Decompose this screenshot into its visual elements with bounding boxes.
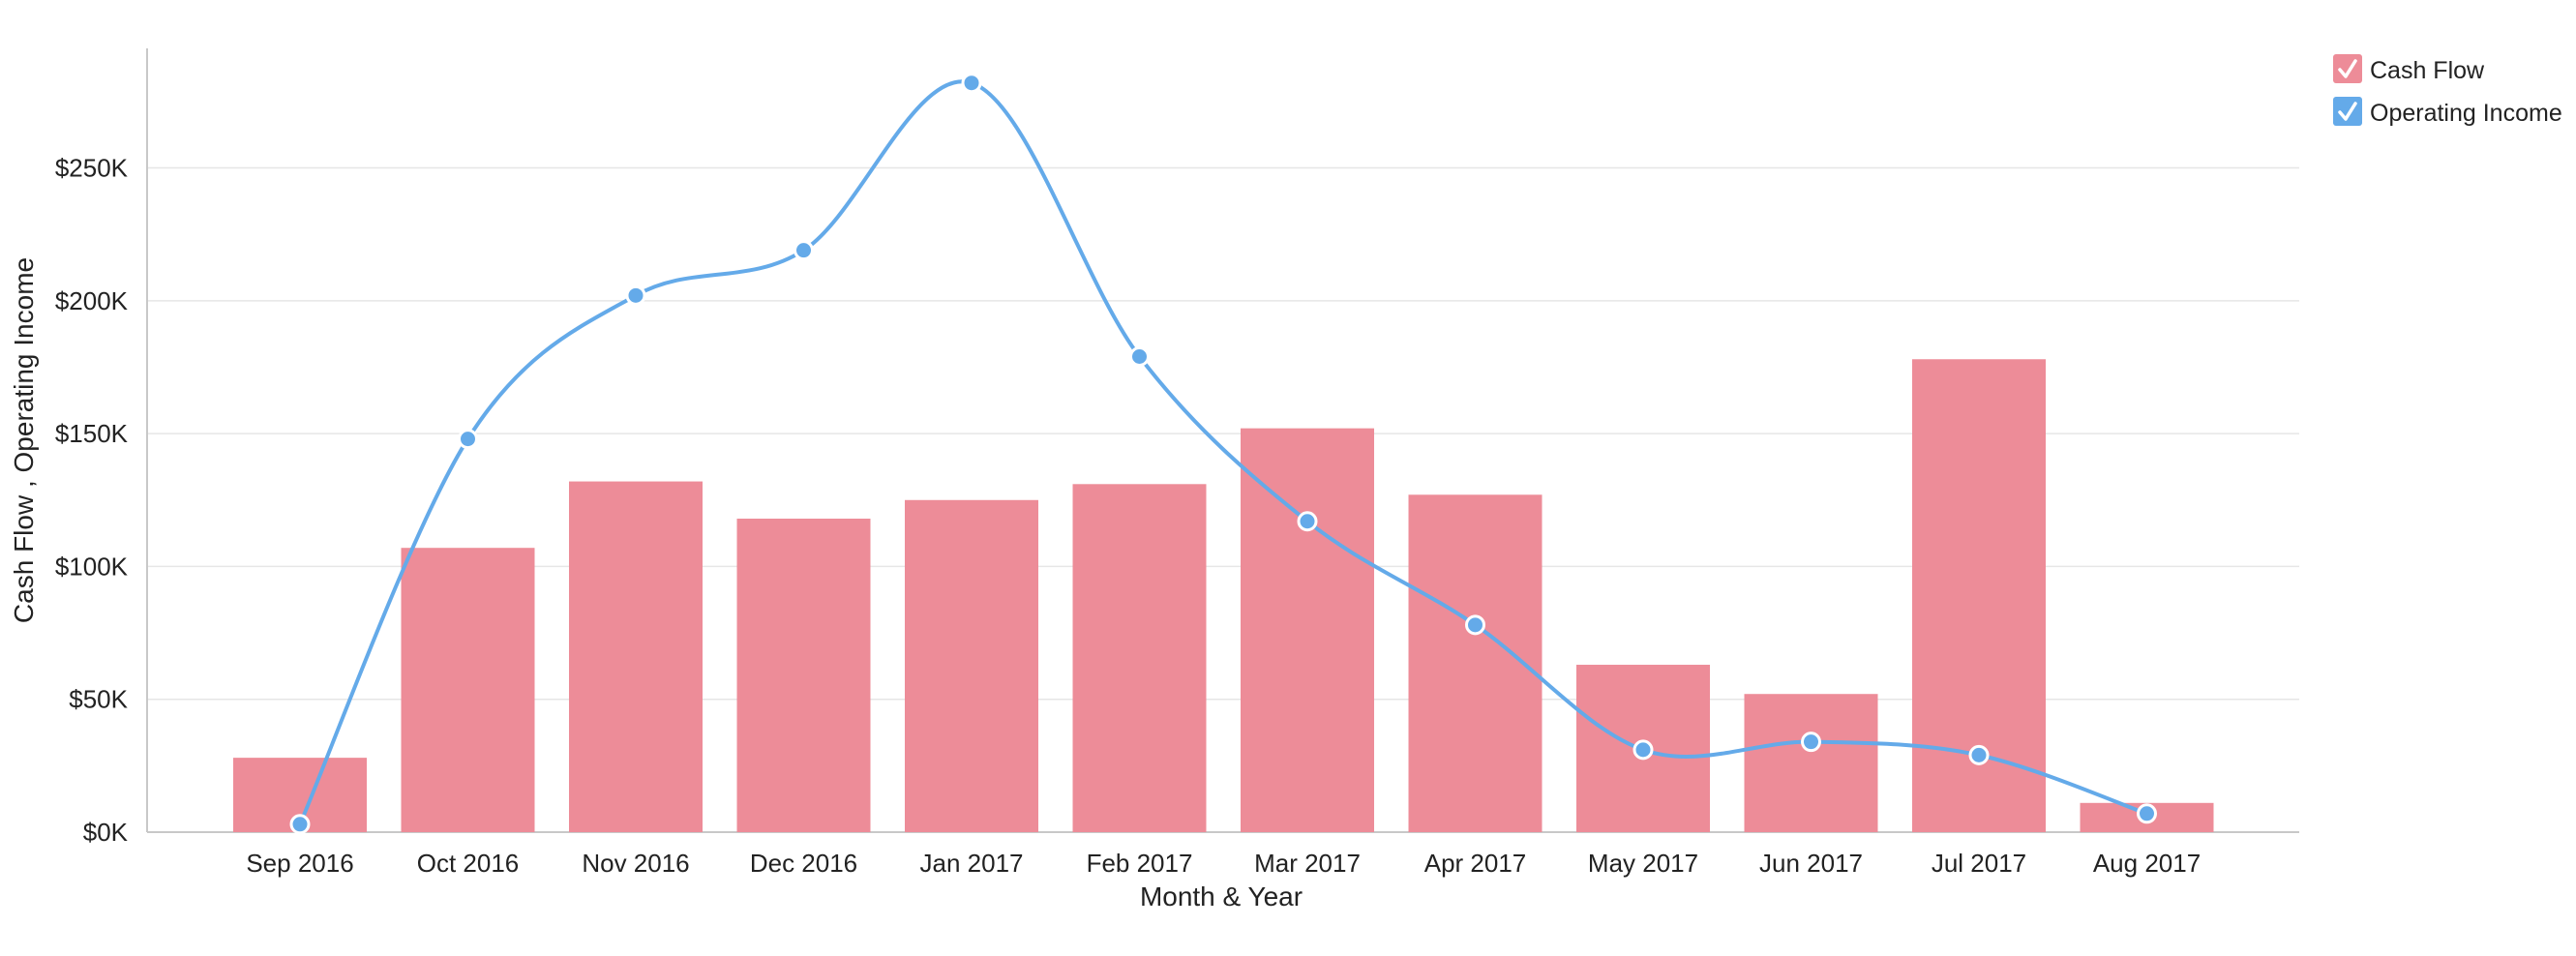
legend-swatch (2333, 97, 2362, 126)
x-tick-label: Apr 2017 (1424, 849, 1527, 878)
bar-oct-2016 (401, 548, 535, 832)
point-feb-2017 (1129, 346, 1150, 368)
x-tick-label: Jan 2017 (920, 849, 1024, 878)
point-dec-2016 (794, 240, 814, 261)
y-axis-title: Cash Flow , Operating Income (9, 257, 39, 623)
y-tick-label: $100K (55, 552, 129, 581)
y-tick-label: $150K (55, 419, 129, 448)
x-tick-label: Jun 2017 (1759, 849, 1863, 878)
point-apr-2017 (1465, 614, 1485, 636)
y-tick-label: $200K (55, 286, 129, 315)
bar-nov-2016 (569, 481, 703, 832)
y-tick-label: $0K (83, 818, 129, 847)
x-tick-label: Nov 2016 (582, 849, 689, 878)
x-tick-label: May 2017 (1588, 849, 1698, 878)
point-nov-2016 (625, 284, 646, 306)
point-sep-2016 (289, 814, 311, 835)
x-tick-label: Dec 2016 (750, 849, 857, 878)
cash-flow-bars (233, 359, 2214, 832)
point-aug-2017 (2137, 803, 2157, 824)
x-tick-label: Jul 2017 (1932, 849, 2026, 878)
point-mar-2017 (1297, 511, 1318, 532)
legend-item-cash-flow: Cash Flow (2333, 54, 2485, 84)
x-tick-label: Aug 2017 (2093, 849, 2201, 878)
x-tick-label: Sep 2016 (246, 849, 353, 878)
tick-labels: $0K $50K $100K $150K $200K $250K Sep 2016 Oct 2… (55, 154, 2201, 878)
x-tick-label: Feb 2017 (1087, 849, 1193, 878)
point-jun-2017 (1801, 732, 1821, 753)
bar-mar-2017 (1241, 428, 1374, 832)
legend-label: Operating Income (2370, 100, 2562, 127)
legend-item-operating-income: Operating Income (2333, 97, 2562, 127)
bar-dec-2016 (736, 519, 871, 832)
y-tick-label: $50K (69, 685, 128, 714)
checkmark-icon (2338, 59, 2357, 78)
bar-jan-2017 (905, 499, 1038, 832)
point-may-2017 (1632, 739, 1654, 761)
bar-apr-2017 (1408, 494, 1543, 832)
legend-label: Cash Flow (2370, 57, 2485, 84)
x-tick-label: Mar 2017 (1254, 849, 1361, 878)
bar-feb-2017 (1072, 484, 1207, 832)
x-axis-title: Month & Year (1140, 881, 1303, 911)
operating-income-line (289, 73, 2157, 835)
point-jul-2017 (1968, 744, 1990, 765)
checkmark-icon (2338, 102, 2357, 121)
point-jan-2017 (961, 73, 982, 94)
y-tick-label: $250K (55, 154, 129, 183)
bar-jun-2017 (1744, 694, 1878, 832)
legend-swatch (2333, 54, 2362, 83)
x-tick-label: Oct 2016 (417, 849, 520, 878)
legend: Cash Flow Operating Income (2333, 54, 2562, 127)
point-oct-2016 (458, 429, 478, 450)
